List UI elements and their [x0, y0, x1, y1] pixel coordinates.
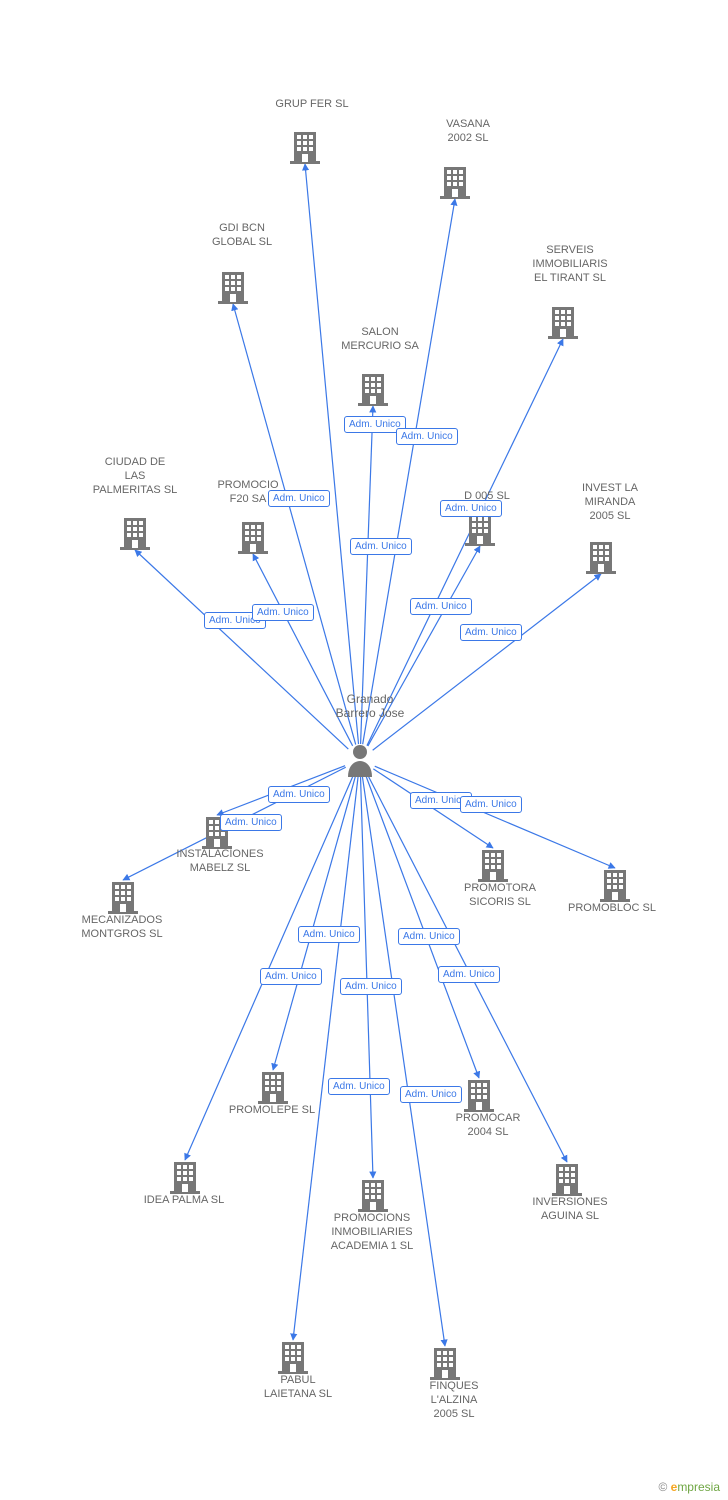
edge: [363, 199, 455, 744]
edge: [293, 776, 358, 1340]
center-person-label: Granado Barrero Jose: [335, 692, 405, 721]
edge: [362, 776, 445, 1346]
edge: [217, 766, 345, 815]
edge: [123, 767, 346, 880]
copyright: © empresia: [658, 1480, 720, 1494]
edge: [273, 775, 356, 1070]
edge: [366, 775, 479, 1078]
edge: [135, 550, 348, 749]
